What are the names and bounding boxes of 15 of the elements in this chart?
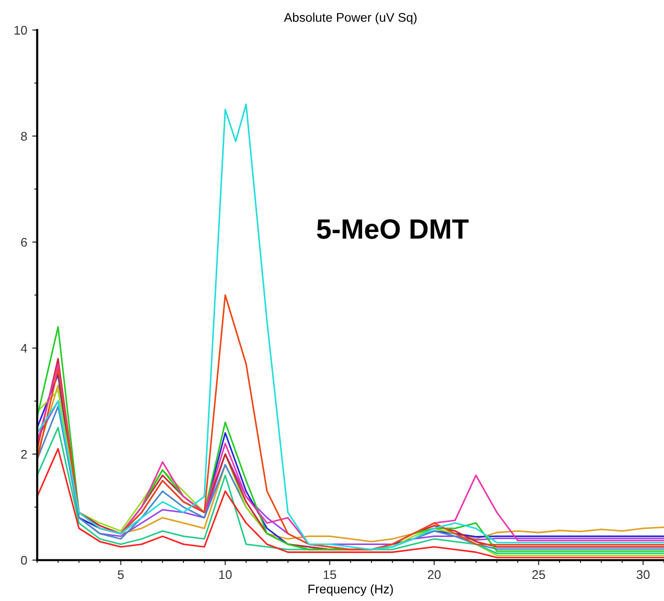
chart-title: Absolute Power (uV Sq) — [284, 12, 417, 24]
annotation: 5-MeO DMT — [316, 219, 469, 239]
x-tick-label: 5 — [118, 570, 124, 580]
x-tick-label: 10 — [219, 570, 232, 580]
y-tick-label: 0 — [21, 556, 27, 565]
y-tick-label: 6 — [21, 238, 27, 247]
y-tick-label: 2 — [21, 450, 27, 459]
x-axis-title: Frequency (Hz) — [308, 584, 393, 596]
y-tick-label: 8 — [21, 132, 27, 141]
x-tick-label: 30 — [636, 570, 650, 580]
x-tick-label: 25 — [532, 570, 546, 580]
x-tick-label: 20 — [428, 570, 441, 580]
y-tick-label: 10 — [14, 26, 27, 35]
y-tick-label: 4 — [20, 344, 28, 353]
x-tick-label: 15 — [324, 570, 336, 580]
